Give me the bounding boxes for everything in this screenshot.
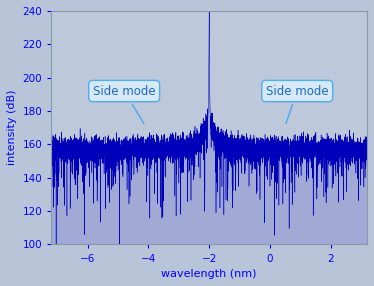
Text: Side mode: Side mode xyxy=(93,84,156,124)
Y-axis label: intensity (dB): intensity (dB) xyxy=(7,90,17,166)
Text: Side mode: Side mode xyxy=(266,84,328,124)
X-axis label: wavelength (nm): wavelength (nm) xyxy=(162,269,257,279)
